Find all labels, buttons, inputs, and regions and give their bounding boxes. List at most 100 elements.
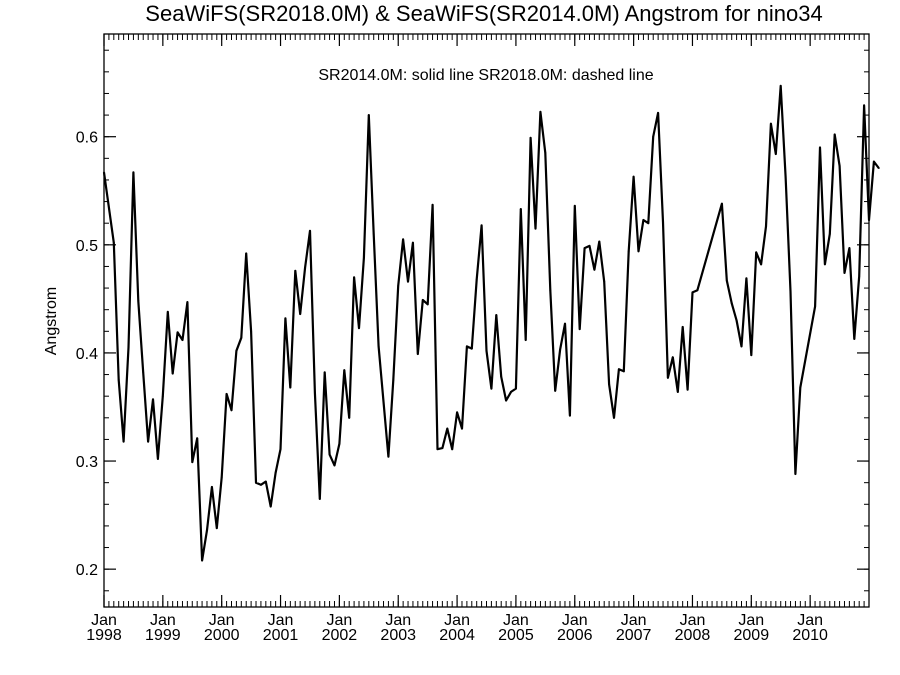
x-tick-year-label: 2002 [322, 627, 358, 644]
y-tick-label: 0.5 [76, 238, 98, 255]
data-point [284, 317, 287, 320]
data-point [583, 247, 586, 250]
data-point [294, 269, 297, 272]
data-point [230, 409, 233, 412]
data-point [353, 276, 355, 279]
data-point [676, 391, 679, 393]
x-tick-year-label: 2010 [792, 627, 828, 644]
data-point [348, 416, 351, 419]
data-point [774, 153, 777, 155]
data-point [873, 160, 875, 163]
data-point [760, 263, 762, 266]
x-tick-month-label: Jan [797, 612, 823, 629]
data-point [765, 225, 767, 228]
data-point [367, 114, 370, 116]
data-point [848, 247, 851, 250]
data-point [103, 171, 105, 174]
data-point [495, 314, 498, 316]
data-point [770, 122, 772, 125]
data-point [642, 219, 645, 221]
data-point [127, 346, 130, 349]
data-point [196, 437, 199, 440]
data-point [505, 399, 507, 402]
data-point [314, 392, 316, 394]
data-point [613, 416, 615, 419]
y-tick-label: 0.4 [76, 346, 98, 363]
x-tick-year-label: 2001 [263, 627, 299, 644]
x-tick-month-label: Jan [209, 612, 235, 629]
data-point [132, 171, 135, 174]
data-point [363, 256, 365, 259]
x-tick-year-label: 2009 [734, 627, 770, 644]
data-point [608, 383, 610, 386]
data-point [117, 379, 120, 381]
data-point [573, 205, 576, 207]
x-tick-month-label: Jan [738, 612, 764, 629]
data-point [662, 221, 664, 224]
data-point [554, 389, 557, 392]
data-point [779, 85, 782, 87]
data-point [868, 219, 870, 221]
x-tick-month-label: Jan [621, 612, 647, 629]
data-point [740, 345, 743, 348]
data-point [166, 311, 169, 313]
y-tick-label: 0.2 [76, 562, 98, 579]
x-tick-year-label: 2008 [675, 627, 711, 644]
data-point [593, 268, 596, 271]
data-point [480, 224, 483, 227]
data-point [343, 369, 346, 372]
x-tick-year-label: 2000 [204, 627, 240, 644]
data-point [858, 275, 861, 278]
data-point [691, 291, 694, 294]
data-point [598, 240, 601, 243]
data-point [828, 233, 831, 235]
data-point [500, 375, 503, 378]
data-point [466, 345, 468, 348]
data-point [833, 133, 836, 136]
data-point [407, 280, 409, 283]
data-point [559, 348, 561, 351]
data-point [519, 208, 522, 211]
data-point [539, 110, 542, 113]
x-tick-month-label: Jan [150, 612, 176, 629]
data-point [451, 448, 454, 451]
x-tick-year-label: 2003 [380, 627, 416, 644]
x-tick-year-label: 2006 [557, 627, 593, 644]
data-point [750, 354, 753, 356]
data-point [152, 398, 154, 401]
x-tick-month-label: Jan [385, 612, 411, 629]
data-point [299, 313, 302, 315]
data-point [843, 272, 846, 274]
data-point [627, 250, 630, 253]
data-point [382, 400, 385, 403]
data-point [122, 440, 125, 443]
series-line-sr2014 [102, 84, 880, 562]
chart-title: SeaWiFS(SR2018.0M) & SeaWiFS(SR2014.0M) … [145, 1, 822, 26]
data-point [142, 371, 145, 374]
data-point [402, 238, 404, 241]
data-point [588, 245, 591, 247]
axis-ticks: 0.20.30.40.50.6Jan1998Jan1999Jan2000Jan2… [76, 34, 870, 644]
data-point [323, 371, 326, 374]
data-point [245, 252, 248, 255]
data-point [824, 263, 826, 266]
data-point [250, 330, 253, 333]
data-point [745, 277, 748, 280]
y-tick-label: 0.3 [76, 454, 98, 471]
data-point [515, 387, 517, 390]
data-point [338, 442, 341, 445]
data-point [696, 289, 699, 292]
data-point [274, 472, 277, 474]
data-point [490, 387, 493, 390]
data-point [544, 152, 547, 154]
x-tick-year-label: 2004 [439, 627, 475, 644]
data-point [819, 146, 821, 149]
data-point [157, 458, 159, 460]
data-point [318, 498, 321, 500]
data-point [647, 222, 650, 225]
data-point [657, 112, 659, 114]
series-annotation: SR2014.0M: solid line SR2018.0M: dashed … [318, 67, 653, 84]
data-point [755, 251, 758, 254]
data-point [534, 227, 537, 230]
